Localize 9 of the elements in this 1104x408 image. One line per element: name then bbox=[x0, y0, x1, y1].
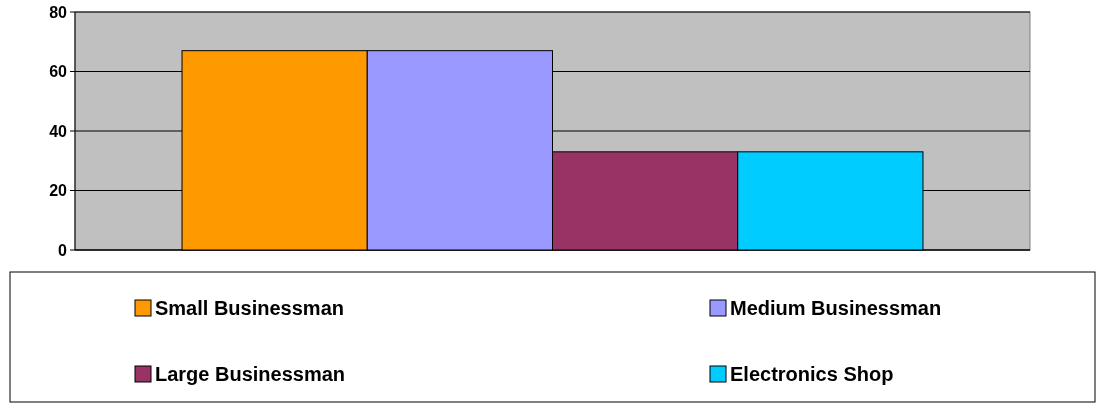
y-tick-label: 20 bbox=[49, 182, 68, 200]
legend-label: Medium Businessman bbox=[730, 297, 942, 319]
y-tick-label: 80 bbox=[49, 3, 68, 21]
y-tick-label: 40 bbox=[49, 122, 68, 140]
y-tick-label: 60 bbox=[49, 63, 68, 81]
y-tick-label: 0 bbox=[58, 241, 68, 259]
legend-label: Large Businessman bbox=[155, 363, 346, 385]
legend-label: Small Businessman bbox=[155, 297, 344, 319]
legend-label: Electronics Shop bbox=[730, 363, 894, 385]
